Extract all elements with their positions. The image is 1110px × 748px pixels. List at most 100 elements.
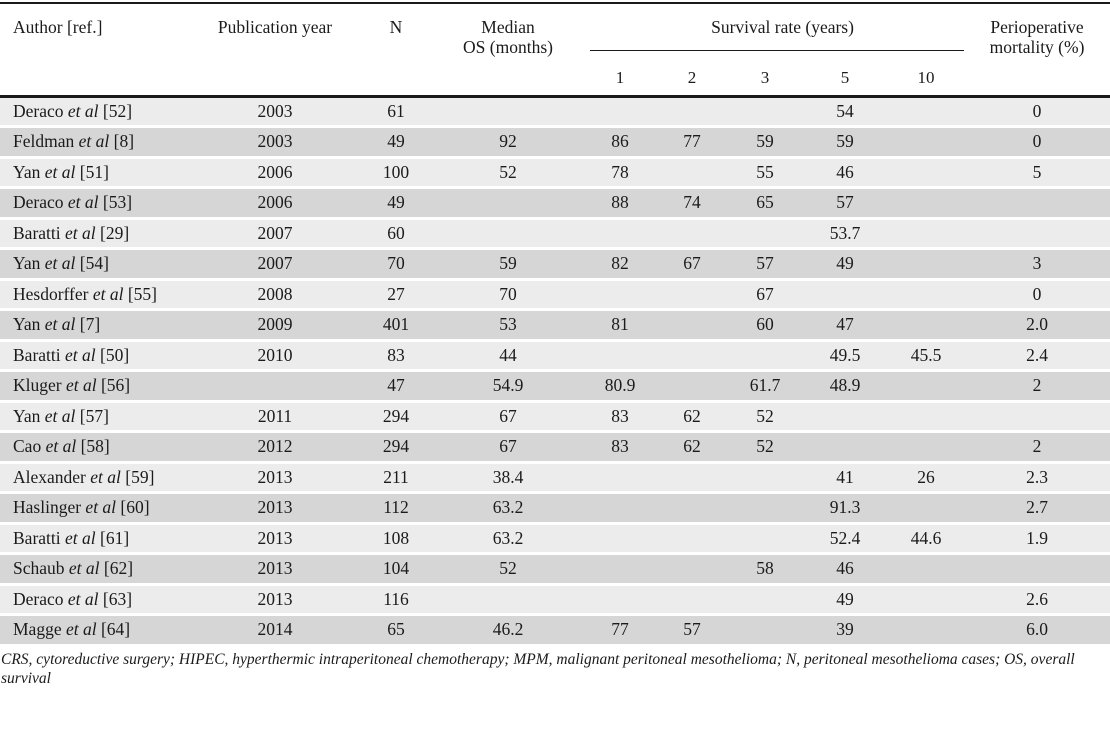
y5-cell: 52.4	[802, 523, 888, 555]
perioperative-line2: mortality (%)	[989, 37, 1085, 57]
median-cell: 67	[432, 431, 584, 464]
et-al-label: et al	[65, 222, 96, 243]
n-cell: 116	[360, 584, 432, 616]
author-cell: Hesdorffer et al [55]	[0, 279, 190, 311]
median-cell: 38.4	[432, 462, 584, 494]
author-cell: Cao et al [58]	[0, 431, 190, 464]
y5-cell	[802, 431, 888, 464]
y1-cell: 78	[584, 157, 656, 189]
y5-cell: 41	[802, 462, 888, 494]
y10-cell	[888, 96, 965, 128]
mortality-cell: 6.0	[964, 614, 1110, 647]
y2-cell	[656, 462, 728, 494]
mortality-cell: 2	[964, 370, 1110, 403]
median-cell	[432, 187, 584, 220]
y5-cell: 48.9	[802, 370, 888, 403]
et-al-label: et al	[68, 558, 100, 579]
y1-cell: 82	[584, 248, 656, 281]
y3-cell	[728, 340, 802, 372]
author-cell: Schaub et al [62]	[0, 553, 190, 586]
table-row: Alexander et al [59] 2013 211 38.4 41 26 2.3	[0, 462, 1110, 494]
year-cell: 2007	[190, 248, 360, 281]
table-row: Feldman et al [8] 2003 49 92 86 77 59 59 0	[0, 126, 1110, 159]
y1-cell	[584, 523, 656, 555]
y10-cell	[888, 126, 965, 159]
header-row-main: Author [ref.] Publication year N Median …	[0, 3, 1110, 96]
median-cell: 52	[432, 157, 584, 189]
author-cell: Alexander et al [59]	[0, 462, 190, 494]
y1-cell: 80.9	[584, 370, 656, 403]
median-cell: 59	[432, 248, 584, 281]
median-cell: 54.9	[432, 370, 584, 403]
y3-cell: 57	[728, 248, 802, 281]
et-al-label: et al	[67, 100, 99, 121]
year-cell: 2011	[190, 401, 360, 433]
y5-cell: 91.3	[802, 492, 888, 525]
y5-cell: 46	[802, 553, 888, 586]
n-cell: 211	[360, 462, 432, 494]
mortality-cell: 1.9	[964, 523, 1110, 555]
year-cell: 2003	[190, 96, 360, 128]
year-cell: 2006	[190, 187, 360, 220]
mortality-cell: 2.3	[964, 462, 1110, 494]
mortality-cell: 0	[964, 96, 1110, 128]
median-cell: 53	[432, 309, 584, 342]
y1-cell: 77	[584, 614, 656, 647]
author-cell: Baratti et al [50]	[0, 340, 190, 372]
mortality-cell: 2.4	[964, 340, 1110, 372]
author-cell: Magge et al [64]	[0, 614, 190, 647]
y2-cell	[656, 523, 728, 555]
author-cell: Yan et al [7]	[0, 309, 190, 342]
mortality-cell: 5	[964, 157, 1110, 189]
et-al-label: et al	[45, 436, 77, 457]
y10-cell	[888, 553, 965, 586]
col-header-perioperative-mortality: Perioperative mortality (%)	[964, 3, 1110, 96]
y10-cell	[888, 248, 965, 281]
year-cell: 2013	[190, 462, 360, 494]
median-cell: 52	[432, 553, 584, 586]
table-row: Deraco et al [63] 2013 116 49 2.6	[0, 584, 1110, 616]
y3-cell: 60	[728, 309, 802, 342]
y2-cell	[656, 157, 728, 189]
y1-cell: 88	[584, 187, 656, 220]
median-os-line1: Median	[481, 17, 535, 37]
et-al-label: et al	[65, 527, 96, 548]
et-al-label: et al	[67, 588, 99, 609]
col-header-year-5: 5	[802, 52, 888, 96]
year-cell: 2013	[190, 584, 360, 616]
table-row: Baratti et al [50] 2010 83 44 49.5 45.5 2.4	[0, 340, 1110, 372]
y2-cell	[656, 218, 728, 250]
table-row: Hesdorffer et al [55] 2008 27 70 67 0	[0, 279, 1110, 311]
n-cell: 27	[360, 279, 432, 311]
n-cell: 49	[360, 126, 432, 159]
y3-cell: 67	[728, 279, 802, 311]
table-row: Yan et al [51] 2006 100 52 78 55 46 5	[0, 157, 1110, 189]
mortality-cell	[964, 553, 1110, 586]
y2-cell	[656, 279, 728, 311]
table-row: Kluger et al [56] 47 54.9 80.9 61.7 48.9 2	[0, 370, 1110, 403]
col-header-year-2: 2	[656, 52, 728, 96]
year-cell: 2012	[190, 431, 360, 464]
et-al-label: et al	[44, 253, 76, 274]
col-header-publication-year: Publication year	[190, 3, 360, 96]
y1-cell	[584, 462, 656, 494]
col-header-n: N	[360, 3, 432, 96]
et-al-label: et al	[44, 314, 76, 335]
survival-studies-table: Author [ref.] Publication year N Median …	[0, 2, 1110, 647]
y2-cell	[656, 370, 728, 403]
n-cell: 100	[360, 157, 432, 189]
y1-cell	[584, 279, 656, 311]
median-cell: 92	[432, 126, 584, 159]
author-cell: Deraco et al [52]	[0, 96, 190, 128]
y2-cell: 67	[656, 248, 728, 281]
et-al-label: et al	[65, 375, 97, 396]
median-cell: 63.2	[432, 492, 584, 525]
table-header: Author [ref.] Publication year N Median …	[0, 3, 1110, 96]
et-al-label: et al	[65, 619, 97, 640]
author-cell: Feldman et al [8]	[0, 126, 190, 159]
y5-cell: 57	[802, 187, 888, 220]
col-header-survival-rate: Survival rate (years)	[584, 3, 976, 52]
year-cell: 2010	[190, 340, 360, 372]
median-os-line2: OS (months)	[463, 37, 553, 57]
author-cell: Kluger et al [56]	[0, 370, 190, 403]
